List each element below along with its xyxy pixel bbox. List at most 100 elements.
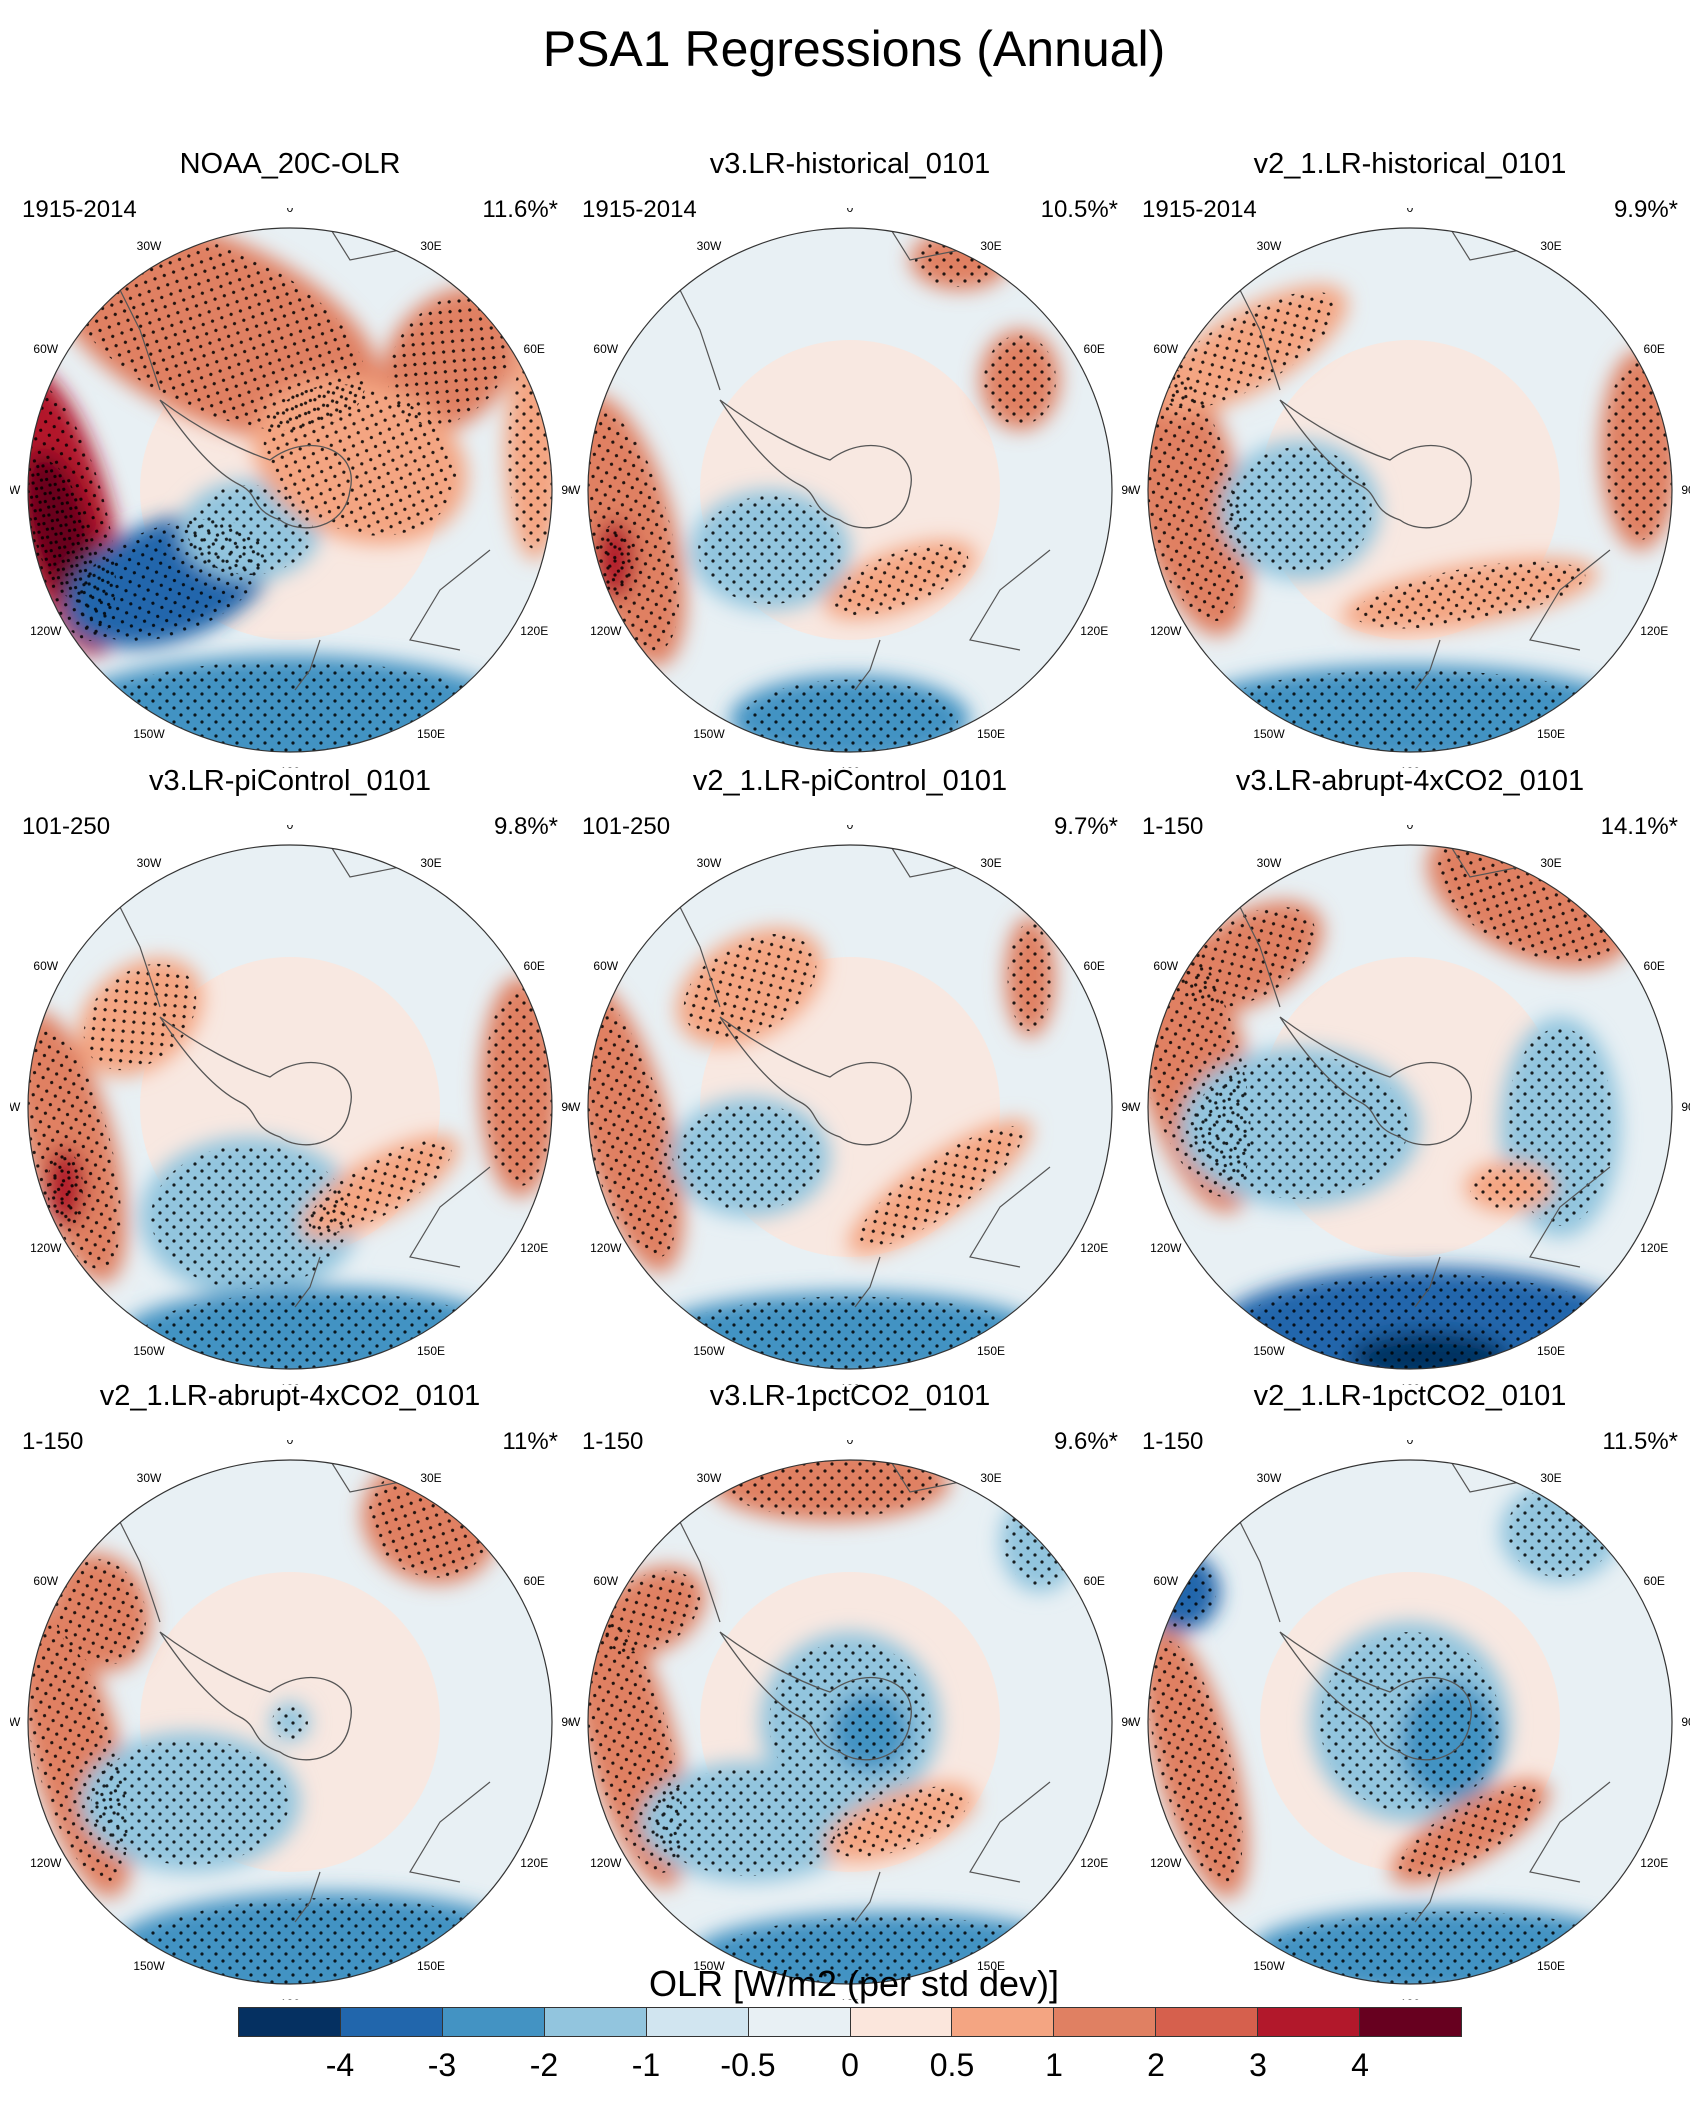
panel-title: v3.LR-abrupt-4xCO2_0101	[1235, 765, 1585, 797]
longitude-label: 90E	[1121, 1100, 1130, 1114]
longitude-label: 150W	[133, 727, 165, 741]
colorbar-tick-label: -0.5	[720, 2047, 776, 2083]
map-panel: v3.LR-historical_0101 1915-2014 10.5%* 0 30E…	[570, 148, 1130, 768]
coastline	[854, 1871, 881, 1923]
map-border	[1147, 1459, 1673, 1985]
longitude-label: 150E	[1537, 1344, 1565, 1358]
panel-variance: 11%*	[502, 1428, 558, 1455]
longitude-label: 30W	[1257, 1471, 1282, 1485]
coastline	[854, 639, 881, 691]
longitude-label: 90W	[1130, 1715, 1141, 1729]
coastline	[969, 549, 1051, 651]
longitude-label: 150E	[417, 1344, 445, 1358]
antarctica-coastline	[159, 1631, 352, 1761]
longitude-label: 150E	[977, 727, 1005, 741]
map-border	[587, 844, 1113, 1370]
colorbar-tick-label: -1	[631, 2047, 661, 2083]
longitude-label: 60W	[33, 959, 58, 973]
map-panel: v2_1.LR-1pctCO2_0101 1-150 11.5%* 0 30E 60E 90…	[1130, 1380, 1690, 2000]
longitude-label: 0	[1407, 825, 1414, 832]
antarctica-coastline	[159, 1016, 352, 1146]
longitude-label: 90E	[1681, 1100, 1690, 1114]
panel-period: 1-150	[1142, 1428, 1204, 1455]
colorbar-tick-label: 4	[1351, 2047, 1369, 2083]
antarctica-coastline	[719, 399, 912, 529]
longitude-label: 120E	[520, 1241, 548, 1255]
map-panel: NOAA_20C-OLR 1915-2014 11.6%* 0 30E 60E 90E 120…	[10, 148, 570, 768]
longitude-label: 180	[280, 1997, 300, 2000]
longitude-label: 60W	[593, 1574, 618, 1588]
longitude-label: 30E	[980, 239, 1001, 253]
longitude-label: 150W	[693, 1959, 725, 1973]
longitude-label: 150E	[1537, 727, 1565, 741]
polar-map: 0 30E 60E 90E 120E 150E 180 150W 120W 90W 60W 30W	[10, 208, 570, 768]
longitude-label: 150E	[417, 1959, 445, 1973]
longitude-label: 150E	[977, 1959, 1005, 1973]
map-panel: v2_1.LR-historical_0101 1915-2014 9.9%* 0 30…	[1130, 148, 1690, 768]
longitude-label: 0	[287, 825, 294, 832]
longitude-label: 60E	[524, 342, 545, 356]
coastline	[889, 845, 961, 878]
longitude-label: 60W	[593, 342, 618, 356]
longitude-label: 60W	[33, 1574, 58, 1588]
coastline	[409, 549, 491, 651]
longitude-label: 120W	[30, 1241, 62, 1255]
map-border	[1147, 227, 1673, 753]
coastline	[889, 228, 961, 261]
colorbar	[238, 2007, 1462, 2037]
coastline	[1449, 1460, 1521, 1493]
longitude-label: 90E	[1121, 483, 1130, 497]
longitude-label: 0	[847, 1440, 854, 1447]
longitude-label: 150E	[977, 1344, 1005, 1358]
longitude-label: 30E	[980, 1471, 1001, 1485]
longitude-label: 180	[1400, 1382, 1420, 1385]
colorbar-swatch	[544, 2008, 647, 2036]
longitude-label: 150W	[1253, 1959, 1285, 1973]
panel-period: 1-150	[22, 1428, 84, 1455]
colorbar-tick-label: 0.5	[929, 2047, 975, 2083]
longitude-label: 60E	[1644, 959, 1665, 973]
longitude-label: 150E	[417, 727, 445, 741]
longitude-label: 180	[840, 1382, 860, 1385]
longitude-label: 120W	[590, 1241, 622, 1255]
longitude-label: 120W	[1150, 1241, 1182, 1255]
panel-title: v3.LR-1pctCO2_0101	[709, 1380, 991, 1412]
longitude-label: 60E	[524, 1574, 545, 1588]
polar-map: 0 30E 60E 90E 120E 150E 180 150W 120W 90W 60W 30W	[1130, 825, 1690, 1385]
coastline	[1529, 1166, 1611, 1268]
longitude-label: 150W	[693, 1344, 725, 1358]
antarctica-coastline	[719, 1016, 912, 1146]
coastline	[409, 1781, 491, 1883]
longitude-label: 90E	[561, 1100, 570, 1114]
longitude-label: 150W	[133, 1959, 165, 1973]
longitude-label: 150E	[1537, 1959, 1565, 1973]
panel-variance: 9.7%*	[1053, 813, 1118, 840]
colorbar-title: OLR [W/m2 (per std dev)]	[648, 1963, 1060, 2004]
colorbar-swatch	[1360, 2008, 1462, 2036]
panel-period: 1-150	[582, 1428, 644, 1455]
colorbar-tick-label: 2	[1147, 2047, 1165, 2083]
colorbar-tick-label: -4	[325, 2047, 355, 2083]
longitude-label: 30W	[137, 239, 162, 253]
colorbar-swatch	[239, 2008, 341, 2036]
longitude-label: 120W	[1150, 624, 1182, 638]
panel-period: 101-250	[22, 813, 111, 840]
coastline	[329, 228, 401, 261]
longitude-label: 30W	[697, 1471, 722, 1485]
colorbar-swatch	[952, 2008, 1055, 2036]
longitude-label: 150W	[1253, 727, 1285, 741]
longitude-label: 60W	[1153, 1574, 1178, 1588]
coastline	[854, 1256, 881, 1308]
longitude-label: 90E	[1681, 483, 1690, 497]
panel-variance: 14.1%*	[1600, 813, 1678, 840]
longitude-label: 180	[1400, 1997, 1420, 2000]
antarctica-coastline	[1279, 399, 1472, 529]
longitude-label: 90E	[561, 483, 570, 497]
longitude-label: 0	[1407, 208, 1414, 215]
figure-title: PSA1 Regressions (Annual)	[542, 21, 1166, 77]
colorbar-swatch	[850, 2008, 953, 2036]
colorbar-tick-label: 1	[1045, 2047, 1063, 2083]
panel-variance: 11.5%*	[1602, 1428, 1678, 1455]
antarctica-coastline	[159, 399, 352, 529]
coastline	[889, 1460, 961, 1493]
